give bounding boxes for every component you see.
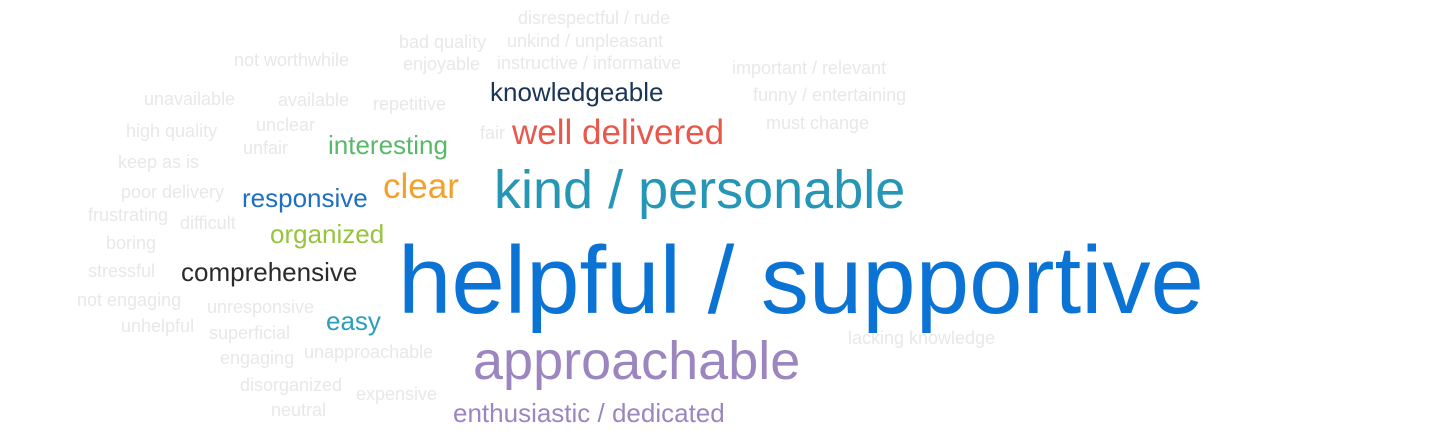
word-unapproachable: unapproachable [304, 342, 434, 362]
word-clear: clear [383, 167, 459, 206]
word-kind-personable: kind / personable [494, 160, 906, 220]
word-high-quality: high quality [126, 121, 218, 141]
word-available: available [278, 90, 350, 110]
word-knowledgeable: knowledgeable [490, 77, 664, 107]
word-instructive: instructive / informative [497, 53, 682, 73]
word-unresponsive: unresponsive [207, 297, 315, 317]
word-enthusiastic-dedicated: enthusiastic / dedicated [453, 398, 725, 428]
word-helpful-supportive: helpful / supportive [398, 227, 1204, 334]
word-fair: fair [480, 123, 506, 143]
word-unfair: unfair [243, 138, 289, 158]
word-stressful: stressful [88, 261, 156, 281]
word-poor-delivery: poor delivery [121, 182, 225, 202]
word-interesting: interesting [328, 130, 448, 160]
word-superficial: superficial [209, 323, 291, 343]
word-boring: boring [106, 233, 157, 253]
word-unkind: unkind / unpleasant [507, 31, 664, 51]
word-repetitive: repetitive [373, 94, 447, 114]
word-responsive: responsive [242, 183, 368, 213]
word-important: important / relevant [732, 58, 887, 78]
word-expensive: expensive [356, 384, 438, 404]
word-comprehensive: comprehensive [181, 257, 358, 287]
word-neutral: neutral [271, 400, 327, 420]
word-engaging: engaging [220, 348, 295, 368]
word-funny: funny / entertaining [753, 85, 907, 105]
word-must-change: must change [766, 113, 870, 133]
word-disorganized: disorganized [240, 375, 343, 395]
word-approachable: approachable [473, 331, 801, 391]
word-enjoyable: enjoyable [403, 54, 481, 74]
word-bad-quality: bad quality [399, 32, 487, 52]
word-difficult: difficult [180, 213, 236, 233]
word-disrespectful: disrespectful / rude [518, 8, 671, 28]
word-easy: easy [326, 306, 381, 336]
word-not-worthwhile: not worthwhile [234, 50, 350, 70]
word-unhelpful: unhelpful [121, 316, 195, 336]
word-keep-as-is: keep as is [118, 152, 200, 172]
word-unavailable: unavailable [144, 89, 236, 109]
word-lacking-knowledge: lacking knowledge [848, 328, 996, 348]
word-not-engaging: not engaging [77, 290, 182, 310]
word-frustrating: frustrating [88, 205, 169, 225]
word-unclear: unclear [256, 115, 316, 135]
word-organized: organized [270, 219, 385, 249]
word-well-delivered: well delivered [512, 113, 725, 152]
